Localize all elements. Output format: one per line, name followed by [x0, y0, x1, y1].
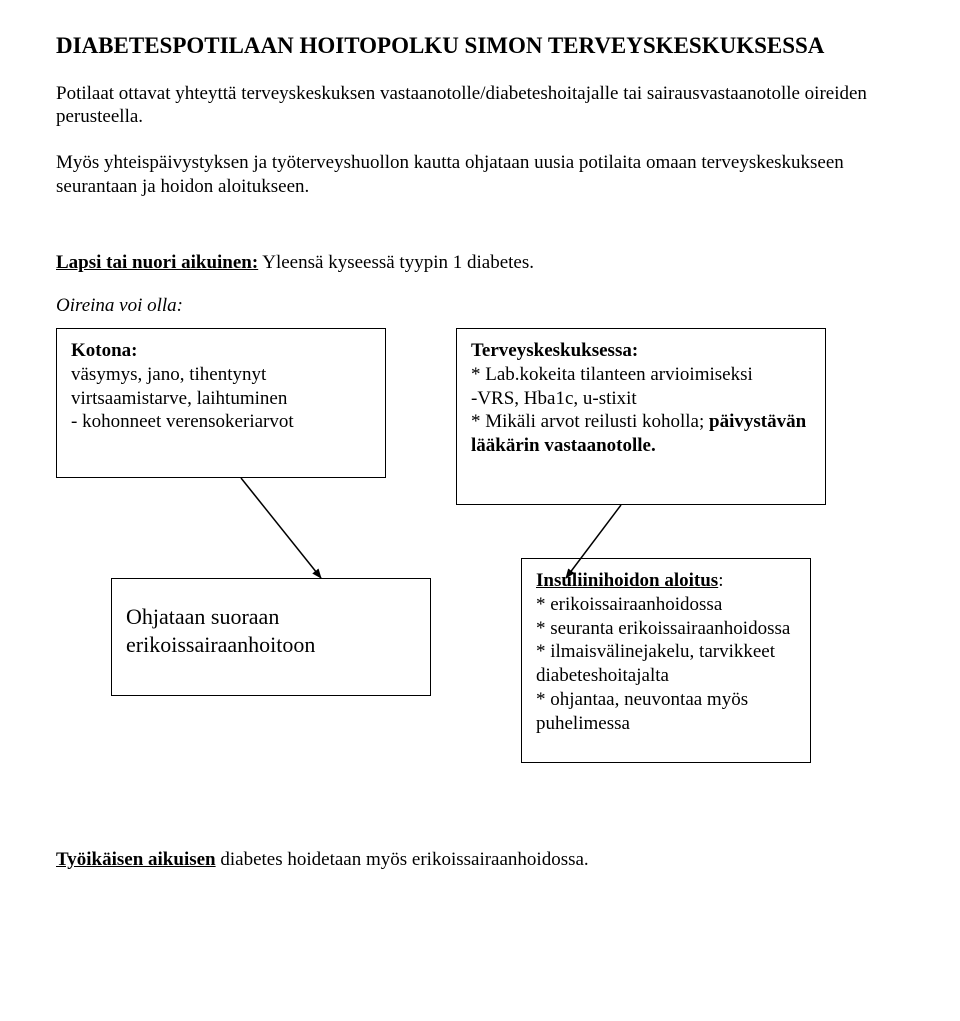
box-kotona-title: Kotona:: [71, 339, 371, 363]
page-title: DIABETESPOTILAAN HOITOPOLKU SIMON TERVEY…: [56, 32, 904, 60]
box-insuliini-line4: * ohjantaa, neuvontaa myös puhelimessa: [536, 688, 796, 736]
box-ohjataan: Ohjataan suoraan erikoissairaanhoitoon: [111, 578, 431, 696]
box-terveyskeskus: Terveyskeskuksessa: * Lab.kokeita tilant…: [456, 328, 826, 505]
arrow-kotona-to-ohjataan: [241, 478, 321, 578]
box-insuliini-title: Insuliinihoidon aloitus:: [536, 569, 796, 593]
footer-bold: Työikäisen aikuisen: [56, 849, 216, 870]
section-label-bold: Lapsi tai nuori aikuinen:: [56, 252, 258, 273]
box-terveys-line2: -VRS, Hba1c, u-stixit: [471, 387, 811, 411]
box-kotona: Kotona: väsymys, jano, tihentynyt virtsa…: [56, 328, 386, 478]
symptoms-lead: Oireina voi olla:: [56, 294, 904, 318]
box-insuliini-line1: * erikoissairaanhoidossa: [536, 593, 796, 617]
box-terveys-line3: * Mikäli arvot reilusti koholla; päivyst…: [471, 410, 811, 458]
intro-paragraph-2: Myös yhteispäivystyksen ja työterveyshuo…: [56, 151, 904, 199]
box-ohjataan-text: Ohjataan suoraan erikoissairaanhoitoon: [126, 603, 416, 658]
box-terveys-title: Terveyskeskuksessa:: [471, 339, 811, 363]
section-label: Lapsi tai nuori aikuinen: Yleensä kysees…: [56, 251, 904, 275]
section-label-rest: Yleensä kyseessä tyypin 1 diabetes.: [258, 252, 534, 273]
box-kotona-line2: - kohonneet verensokeriarvot: [71, 410, 371, 434]
box-insuliini-line2: * seuranta erikoissairaanhoidossa: [536, 617, 796, 641]
box-insuliini: Insuliinihoidon aloitus: * erikoissairaa…: [521, 558, 811, 763]
box-terveys-line3a: * Mikäli arvot reilusti koholla;: [471, 411, 709, 432]
footer-text: Työikäisen aikuisen diabetes hoidetaan m…: [56, 848, 904, 872]
box-kotona-line1: väsymys, jano, tihentynyt virtsaamistarv…: [71, 363, 371, 411]
box-terveys-line1: * Lab.kokeita tilanteen arvioimiseksi: [471, 363, 811, 387]
flow-diagram: Kotona: väsymys, jano, tihentynyt virtsa…: [56, 328, 904, 788]
box-insuliini-line3: * ilmaisvälinejakelu, tarvikkeet diabete…: [536, 640, 796, 688]
footer-rest: diabetes hoidetaan myös erikoissairaanho…: [216, 849, 589, 870]
intro-paragraph-1: Potilaat ottavat yhteyttä terveyskeskuks…: [56, 82, 904, 130]
